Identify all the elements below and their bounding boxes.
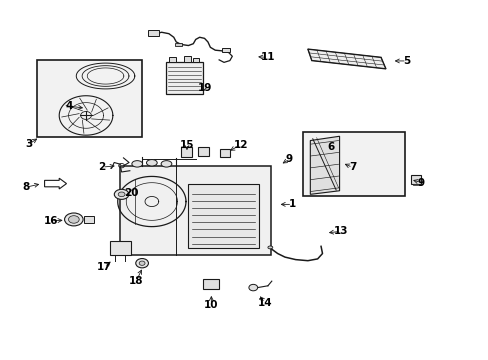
Bar xyxy=(303,132,405,196)
Ellipse shape xyxy=(146,159,157,166)
Bar xyxy=(410,175,420,184)
Ellipse shape xyxy=(136,258,148,268)
Bar xyxy=(166,62,203,94)
Text: 8: 8 xyxy=(22,182,30,192)
Ellipse shape xyxy=(267,246,272,249)
Text: 9: 9 xyxy=(285,154,292,164)
Ellipse shape xyxy=(248,284,257,291)
Text: 14: 14 xyxy=(257,298,272,308)
Text: 11: 11 xyxy=(260,52,275,62)
Text: 20: 20 xyxy=(124,188,138,198)
Ellipse shape xyxy=(114,189,129,199)
Polygon shape xyxy=(310,136,339,194)
Bar xyxy=(181,147,191,157)
Text: 2: 2 xyxy=(98,162,105,172)
Polygon shape xyxy=(307,49,385,69)
Bar xyxy=(203,279,218,289)
Bar xyxy=(83,216,94,223)
Text: 1: 1 xyxy=(288,199,295,210)
Bar xyxy=(221,48,230,52)
Ellipse shape xyxy=(161,161,171,167)
Text: 9: 9 xyxy=(417,177,424,188)
Text: 13: 13 xyxy=(333,226,347,236)
Ellipse shape xyxy=(132,161,142,167)
Ellipse shape xyxy=(68,216,79,223)
Bar xyxy=(120,166,271,255)
Text: 5: 5 xyxy=(403,56,409,66)
Text: 18: 18 xyxy=(129,276,143,286)
Text: 15: 15 xyxy=(180,140,194,150)
Text: 10: 10 xyxy=(203,300,218,310)
Text: 4: 4 xyxy=(65,101,73,111)
Text: 6: 6 xyxy=(327,142,334,152)
Ellipse shape xyxy=(118,192,125,197)
Bar xyxy=(193,58,199,62)
Bar xyxy=(220,149,229,157)
Bar xyxy=(175,42,181,46)
Ellipse shape xyxy=(64,213,83,226)
Bar xyxy=(188,184,259,248)
Text: 19: 19 xyxy=(197,83,211,93)
Bar xyxy=(37,60,142,137)
Text: 17: 17 xyxy=(97,262,112,272)
Bar xyxy=(183,56,190,62)
Bar xyxy=(198,147,208,156)
Text: 7: 7 xyxy=(348,162,356,172)
Bar xyxy=(148,30,158,36)
Ellipse shape xyxy=(139,261,145,265)
Text: 3: 3 xyxy=(25,139,33,149)
Bar xyxy=(168,57,176,62)
Bar xyxy=(412,184,419,185)
Text: 16: 16 xyxy=(43,216,58,226)
Bar xyxy=(110,241,131,255)
Text: 12: 12 xyxy=(233,140,247,150)
